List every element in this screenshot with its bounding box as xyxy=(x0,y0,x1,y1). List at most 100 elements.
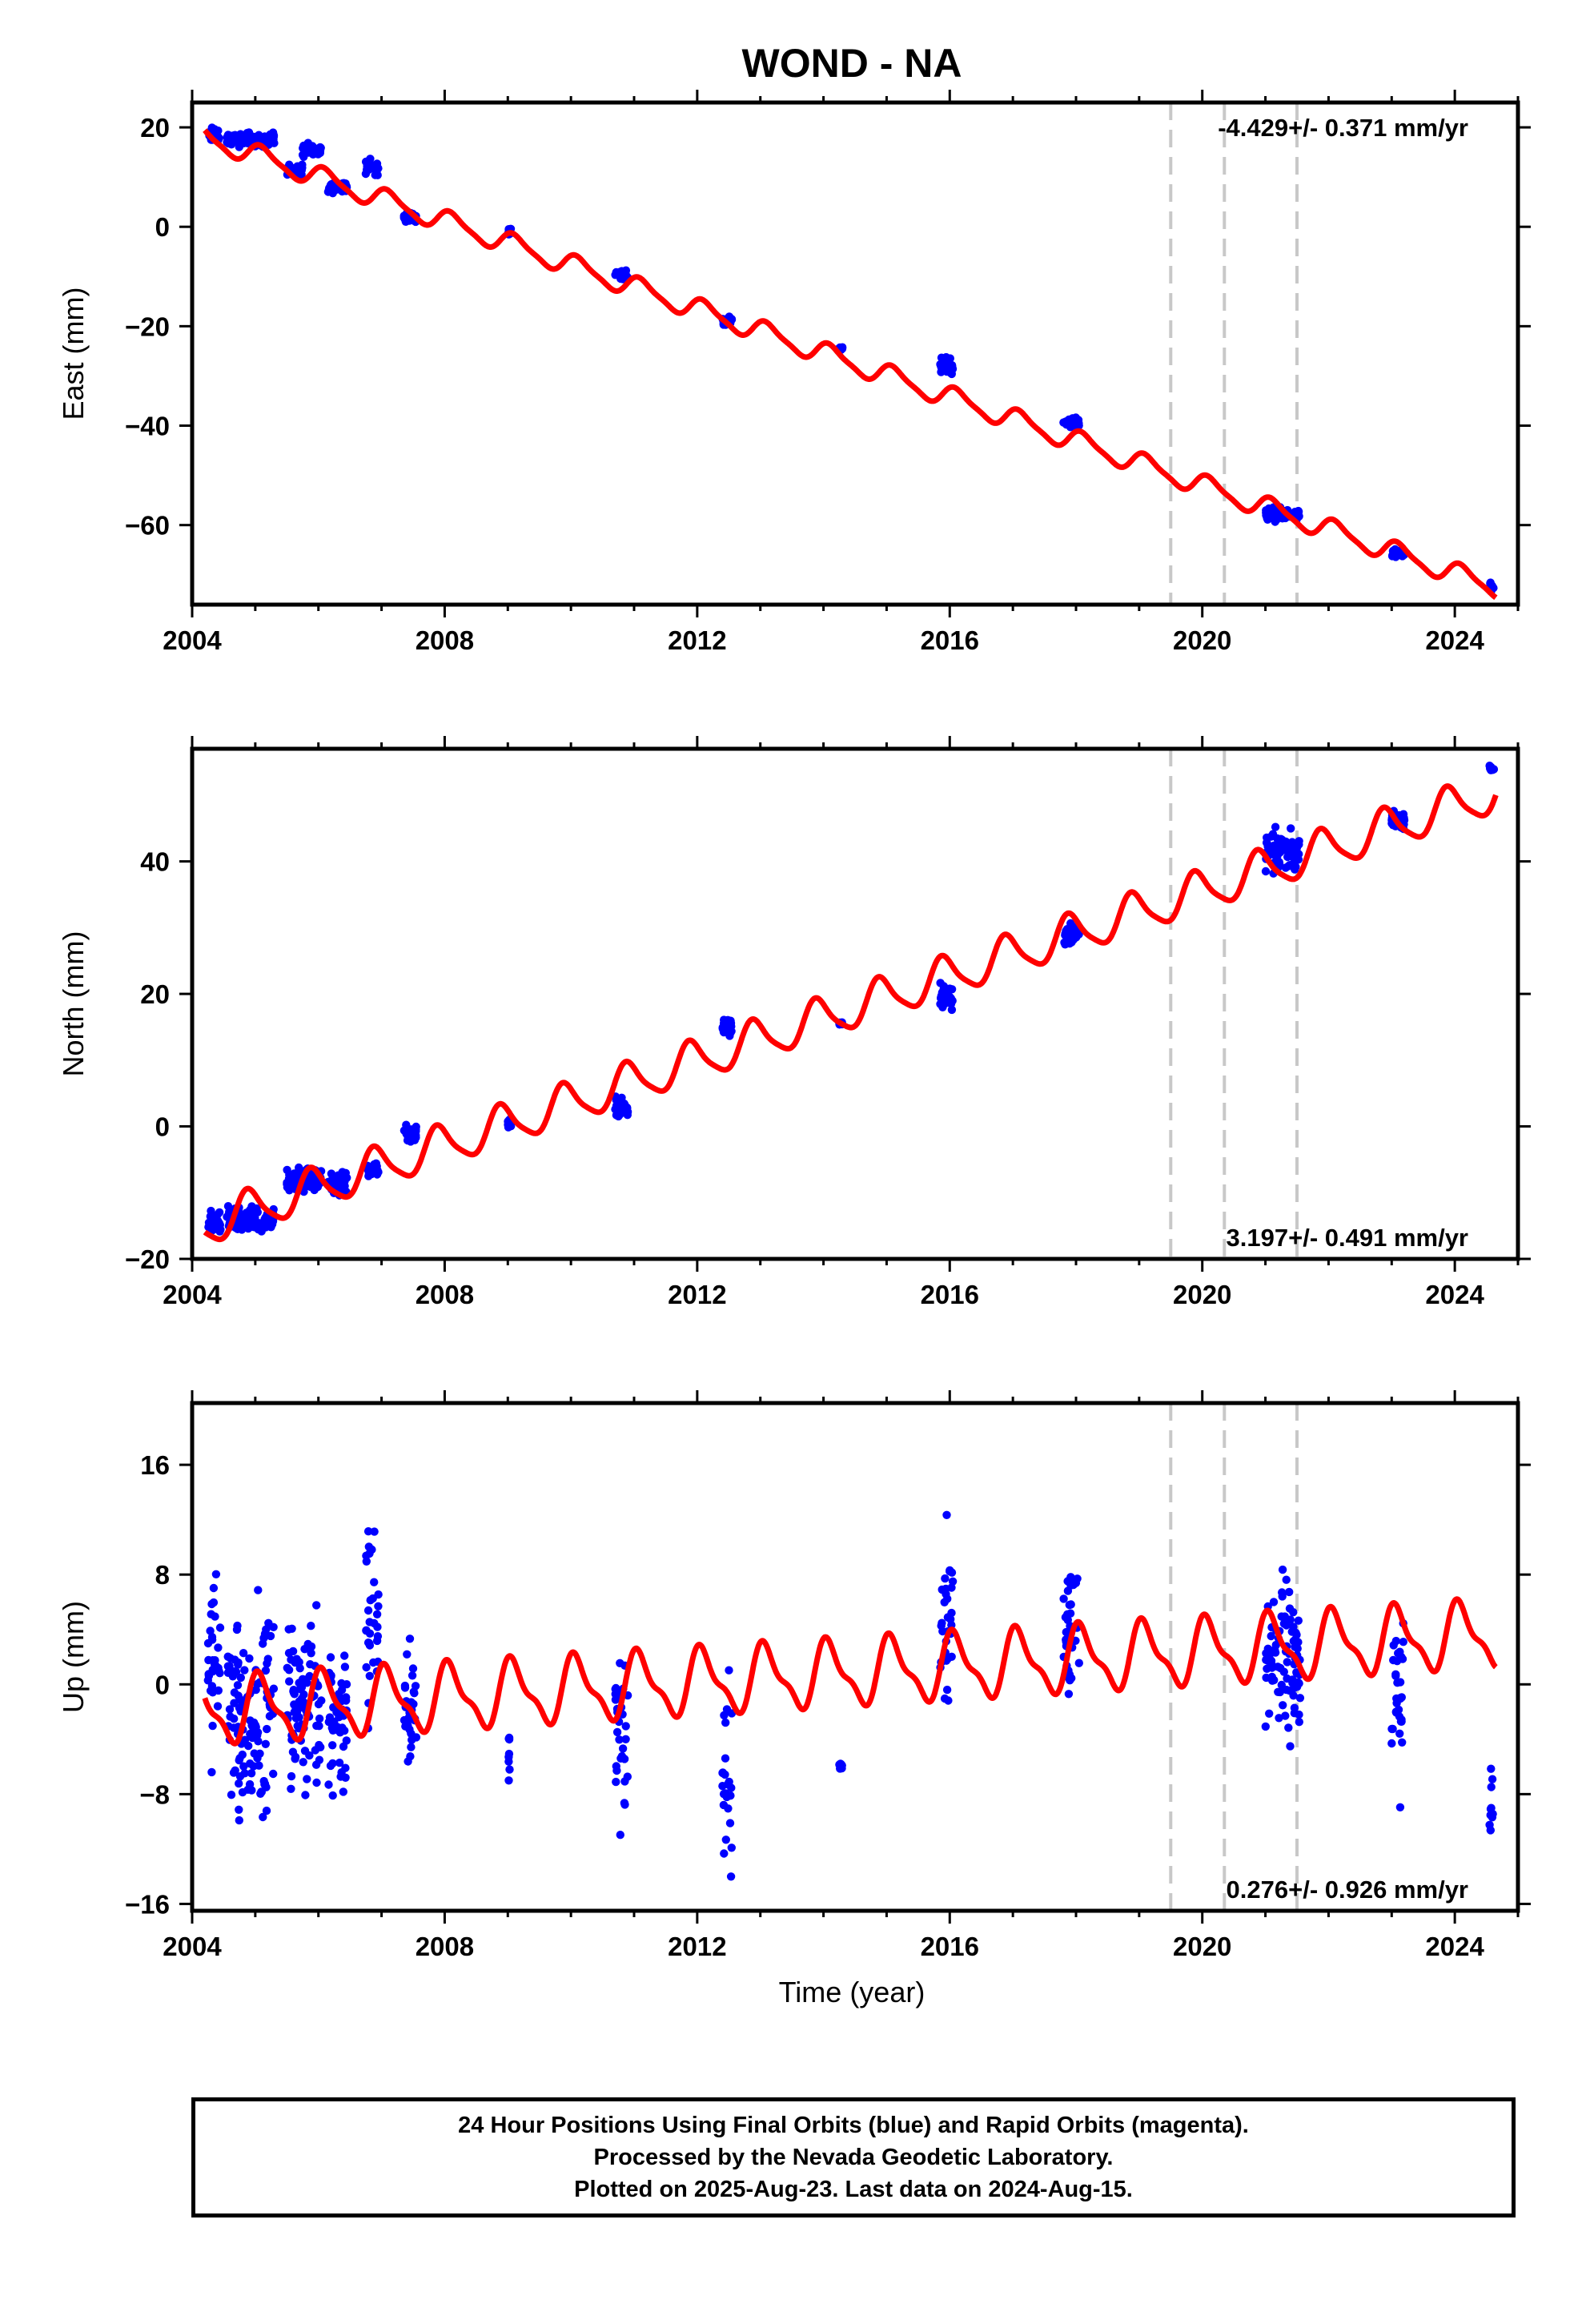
data-point xyxy=(719,1800,729,1810)
x-tick-label: 2004 xyxy=(163,1932,222,1961)
data-point xyxy=(207,1599,216,1609)
data-point xyxy=(246,1716,255,1725)
data-point xyxy=(837,1761,846,1770)
data-point xyxy=(307,1182,317,1192)
data-point xyxy=(408,1735,416,1744)
data-point xyxy=(211,1570,221,1579)
data-point xyxy=(937,363,946,372)
data-point xyxy=(612,1777,620,1787)
x-tick-label: 2020 xyxy=(1173,1280,1231,1309)
data-point xyxy=(1285,1587,1294,1597)
data-point xyxy=(947,1583,956,1592)
data-point xyxy=(620,1800,629,1809)
data-point xyxy=(618,1744,628,1753)
data-point xyxy=(1279,1701,1287,1710)
data-point xyxy=(727,1844,736,1852)
data-point xyxy=(335,1180,343,1188)
east-panel: 2004 2008 2012 2016 2020 2024 20 0 −20 −40 −60 East… xyxy=(57,90,1531,655)
data-point xyxy=(940,999,950,1008)
data-point xyxy=(227,137,237,146)
data-point xyxy=(1262,838,1271,847)
data-point xyxy=(1261,1722,1271,1731)
data-point xyxy=(247,1769,256,1778)
data-point xyxy=(946,984,954,993)
up-plot-area xyxy=(202,1510,1499,1881)
up-rate-label: 0.276+/- 0.926 mm/yr xyxy=(1227,1876,1468,1904)
data-point xyxy=(943,359,953,368)
data-point xyxy=(1387,1739,1396,1748)
data-point xyxy=(227,1791,236,1799)
data-point xyxy=(254,1224,263,1234)
data-point xyxy=(1392,1694,1401,1703)
data-point xyxy=(251,1723,260,1731)
data-point xyxy=(1065,1600,1074,1610)
data-point xyxy=(720,1711,729,1720)
data-point xyxy=(362,1626,371,1635)
data-point xyxy=(291,1755,299,1763)
data-point xyxy=(504,1776,513,1785)
data-point xyxy=(341,1168,350,1178)
data-point xyxy=(1295,1718,1304,1727)
data-point xyxy=(204,1671,214,1680)
data-point xyxy=(262,1625,271,1634)
data-point xyxy=(1277,1612,1286,1621)
data-point xyxy=(943,1613,953,1622)
x-axis-label: Time (year) xyxy=(779,1976,926,2008)
data-point xyxy=(1488,1813,1497,1822)
data-point xyxy=(1059,1594,1068,1603)
data-point xyxy=(1391,1707,1401,1716)
data-point xyxy=(620,1100,629,1109)
data-point xyxy=(307,1622,315,1630)
data-point xyxy=(262,1806,271,1815)
up-panel: 2004 2008 2012 2016 2020 2024 16 8 0 −8 −16 Up (mm)… xyxy=(57,1390,1531,1961)
data-point xyxy=(1282,1575,1291,1584)
data-point xyxy=(620,1777,629,1786)
footer-line-1: 24 Hour Positions Using Final Orbits (bl… xyxy=(458,2113,1249,2138)
data-point xyxy=(340,1663,350,1671)
x-tick-label: 2008 xyxy=(416,625,474,655)
data-point xyxy=(1398,1738,1407,1747)
data-point xyxy=(208,1656,217,1665)
data-point xyxy=(372,1610,382,1619)
data-point xyxy=(306,1660,315,1669)
data-point xyxy=(232,1625,242,1634)
data-point xyxy=(1061,418,1070,427)
east-rate-label: -4.429+/- 0.371 mm/yr xyxy=(1218,114,1468,142)
data-point xyxy=(621,1735,630,1743)
data-point xyxy=(374,1602,383,1611)
data-point xyxy=(616,267,624,276)
data-point xyxy=(946,1566,954,1575)
data-point xyxy=(1399,1638,1408,1647)
data-point xyxy=(214,1643,223,1652)
y-tick-label: −40 xyxy=(125,412,170,441)
data-point xyxy=(236,134,245,143)
data-point xyxy=(325,1713,335,1722)
data-point xyxy=(1267,1672,1277,1682)
data-point xyxy=(335,1759,344,1767)
north-model-line xyxy=(203,783,1499,1243)
data-point xyxy=(250,132,259,142)
data-point xyxy=(365,1671,374,1680)
data-point xyxy=(299,1758,307,1767)
data-point xyxy=(1395,1803,1405,1811)
data-point xyxy=(1294,1616,1303,1625)
data-point xyxy=(230,1699,239,1707)
up-model-line xyxy=(202,1596,1499,1747)
data-point xyxy=(1063,938,1072,947)
data-point xyxy=(208,1721,217,1731)
data-point xyxy=(1488,1775,1497,1783)
data-point xyxy=(365,1638,374,1648)
data-point xyxy=(251,1685,260,1695)
data-point xyxy=(239,1762,248,1771)
data-point xyxy=(1265,1709,1274,1718)
data-point xyxy=(617,1751,627,1761)
data-point xyxy=(1396,1717,1406,1726)
data-point xyxy=(299,1699,307,1707)
data-point xyxy=(261,1666,271,1675)
x-tick-label: 2012 xyxy=(668,1280,726,1309)
data-point xyxy=(233,1681,243,1690)
data-point xyxy=(208,1688,217,1697)
data-point xyxy=(718,1782,727,1791)
data-point xyxy=(223,131,233,139)
x-tick-label: 2020 xyxy=(1173,625,1231,655)
